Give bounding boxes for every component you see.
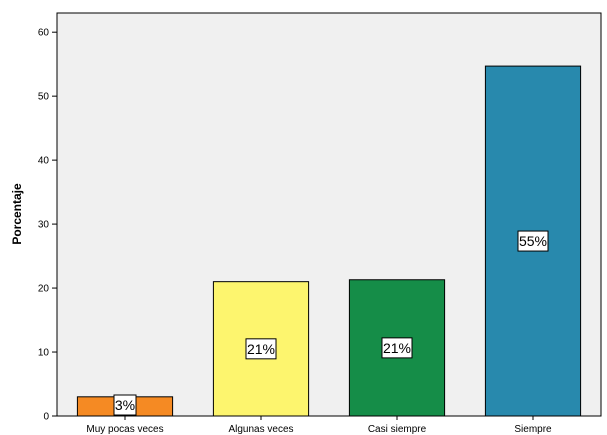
- x-tick-label: Casi siempre: [368, 424, 427, 435]
- y-tick-label: 50: [38, 92, 50, 103]
- y-tick-label: 0: [43, 412, 49, 423]
- y-tick-label: 30: [38, 220, 50, 231]
- y-tick-label: 10: [38, 348, 50, 359]
- bars: 3% 21% 21% 55%: [76, 65, 582, 417]
- data-label-box: [113, 394, 137, 416]
- x-axis: Muy pocas veces Algunas veces Casi siempre…: [86, 416, 552, 435]
- data-label-box: [517, 230, 549, 252]
- y-axis: 0 10 20 30 40 50 60: [38, 28, 57, 423]
- data-label-box: [245, 338, 277, 360]
- x-tick-label: Siempre: [514, 424, 552, 435]
- data-label-box: [381, 337, 413, 359]
- x-tick-label: Algunas veces: [228, 424, 293, 435]
- y-tick-label: 60: [38, 28, 50, 39]
- y-axis-label: Porcentaje: [10, 183, 24, 245]
- data-label: 21%: [383, 340, 411, 356]
- y-tick-label: 20: [38, 284, 50, 295]
- data-label: 21%: [247, 341, 275, 357]
- x-tick-label: Muy pocas veces: [86, 424, 163, 435]
- data-label: 55%: [519, 233, 547, 249]
- y-tick-label: 40: [38, 156, 50, 167]
- data-label: 3%: [115, 397, 135, 413]
